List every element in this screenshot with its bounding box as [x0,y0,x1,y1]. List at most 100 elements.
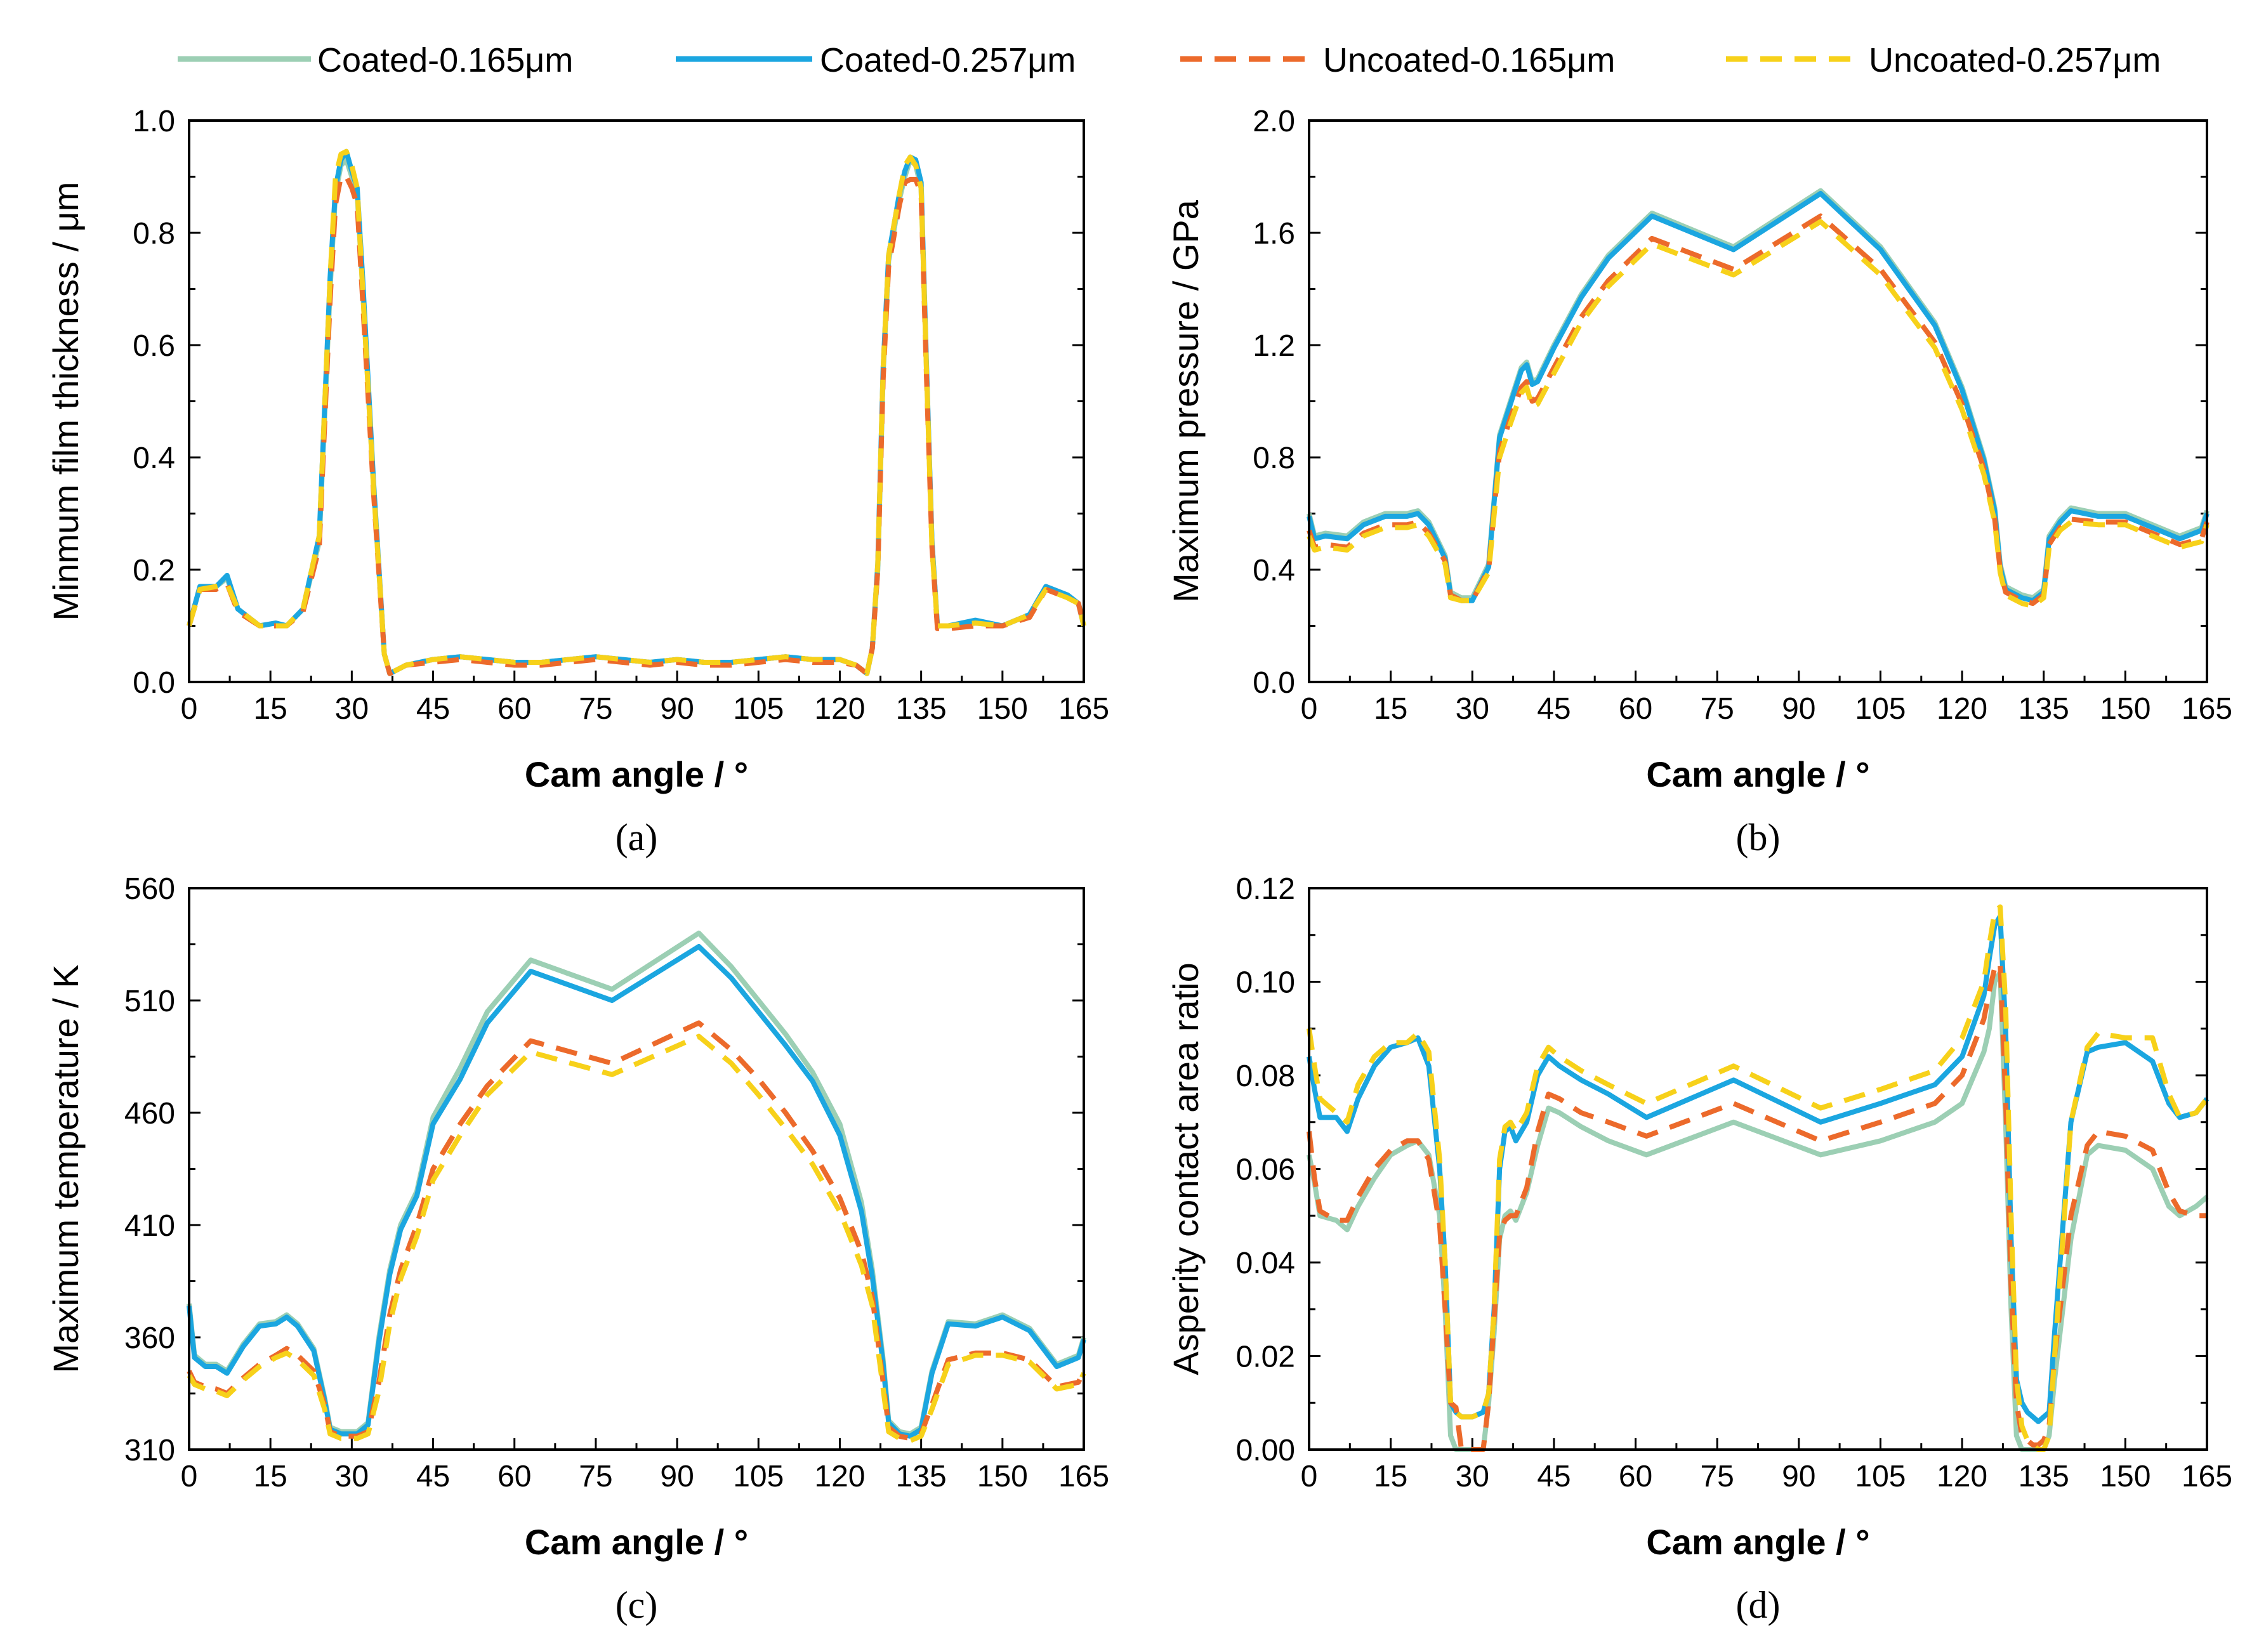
series-line-d-2 [1307,914,2210,1424]
chart-panel-b: 0 15 30 45 60 75 90 105 120 135 150 165 0.0 0.4 0.8 1.2… [1166,105,2232,858]
plot-frame-c [188,887,1085,1451]
series-c [187,930,1086,1443]
legend-label-uncoated-0257: Uncoated-0.257μm [1869,41,2161,79]
x-tick-label-a-90: 90 [660,692,694,726]
x-tick-label-b-90: 90 [1782,692,1815,726]
x-tick-label-d-135: 135 [2019,1460,2069,1493]
series-line-d-4 [1307,904,2210,1452]
y-tick-label-b-2: 0.8 [1253,442,1295,475]
axes-d: 0 15 30 45 60 75 90 105 120 135 150 165 0.00 0.02 0.04… [1236,872,2232,1493]
x-tick-label-a-30: 30 [335,692,369,726]
y-tick-label-d-4: 0.08 [1236,1059,1295,1093]
x-tick-label-b-150: 150 [2100,692,2150,726]
legend-label-coated-0165: Coated-0.165μm [317,41,573,79]
x-tick-label-c-135: 135 [896,1460,947,1493]
series-line-a-4 [187,148,1086,676]
y-tick-label-a-4: 0.8 [133,217,175,251]
series-line-c-4 [187,1033,1086,1443]
x-tick-label-b-165: 165 [2182,692,2232,726]
panel-label-a: (a) [616,816,658,858]
x-tick-label-a-60: 60 [497,692,531,726]
x-tick-label-a-150: 150 [977,692,1028,726]
y-tick-label-a-3: 0.6 [133,329,175,363]
x-tick-label-d-30: 30 [1456,1460,1489,1493]
x-tick-label-c-165: 165 [1058,1460,1109,1493]
x-tick-label-a-45: 45 [416,692,450,726]
x-tick-label-d-15: 15 [1374,1460,1407,1493]
x-tick-label-c-60: 60 [497,1460,531,1493]
x-tick-label-a-15: 15 [253,692,287,726]
y-tick-label-d-0: 0.00 [1236,1434,1295,1467]
legend-entry-coated-0165: Coated-0.165μm [178,41,573,79]
y-tick-label-a-0: 0.0 [133,666,175,700]
x-tick-label-b-75: 75 [1700,692,1734,726]
x-axis-title-d: Cam angle / ° [1646,1522,1869,1562]
x-tick-label-d-165: 165 [2182,1460,2232,1493]
x-tick-label-b-120: 120 [1937,692,1987,726]
x-tick-label-d-0: 0 [1301,1460,1318,1493]
legend-entry-coated-0257: Coated-0.257μm [676,41,1076,79]
y-tick-label-d-1: 0.02 [1236,1341,1295,1374]
x-tick-label-c-90: 90 [660,1460,694,1493]
chart-panel-a: 0 15 30 45 60 75 90 105 120 135 150 165 0.0 0.2 0.4 0.6… [46,105,1109,858]
y-tick-label-d-6: 0.12 [1236,872,1295,906]
series-line-a-2 [187,148,1086,676]
series-line-c-3 [187,1020,1086,1441]
axes-c: 0 15 30 45 60 75 90 105 120 135 150 165 310 360 410 460… [124,872,1109,1493]
legend-label-coated-0257: Coated-0.257μm [820,41,1076,79]
plot-frame-b [1308,119,2208,683]
y-tick-label-c-1: 360 [124,1321,175,1355]
x-tick-label-b-15: 15 [1374,692,1407,726]
y-tick-label-d-5: 0.10 [1236,966,1295,1000]
x-tick-label-d-45: 45 [1537,1460,1571,1493]
y-tick-label-b-5: 2.0 [1253,105,1295,138]
x-tick-label-b-0: 0 [1301,692,1318,726]
y-tick-label-b-3: 1.2 [1253,329,1295,363]
series-line-b-2 [1307,191,2210,603]
series-b [1307,188,2210,609]
y-tick-label-b-0: 0.0 [1253,666,1295,700]
legend-entry-uncoated-0257: Uncoated-0.257μm [1726,41,2161,79]
x-tick-label-c-150: 150 [977,1460,1028,1493]
series-line-b-3 [1307,213,2210,606]
x-tick-label-b-45: 45 [1537,692,1571,726]
y-axis-title-d: Asperity contact area ratio [1166,962,1206,1375]
legend: Coated-0.165μm Coated-0.257μm Uncoated-0… [178,41,2161,79]
axes-b: 0 15 30 45 60 75 90 105 120 135 150 165 0.0 0.4 0.8 1.2… [1253,105,2232,726]
panel-label-c: (c) [616,1584,658,1626]
x-tick-label-c-15: 15 [253,1460,287,1493]
x-tick-label-a-105: 105 [733,692,784,726]
y-axis-title-a: Minmum film thickness / μm [46,182,86,621]
x-tick-label-d-90: 90 [1782,1460,1815,1493]
x-axis-title-c: Cam angle / ° [525,1522,748,1562]
x-tick-label-b-135: 135 [2019,692,2069,726]
x-tick-label-a-75: 75 [579,692,612,726]
y-axis-title-c: Maximum temperature / K [46,964,86,1373]
chart-panel-d: 0 15 30 45 60 75 90 105 120 135 150 165 0.00 0.02 0.04… [1166,872,2232,1626]
y-tick-label-a-2: 0.4 [133,442,175,475]
y-tick-label-d-2: 0.04 [1236,1247,1295,1280]
y-tick-label-c-4: 510 [124,985,175,1018]
plot-frame-a [188,119,1085,683]
series-d [1307,904,2210,1452]
x-tick-label-c-0: 0 [181,1460,198,1493]
chart-panel-c: 0 15 30 45 60 75 90 105 120 135 150 165 310 360 410 460… [46,872,1109,1626]
legend-label-uncoated-0165: Uncoated-0.165μm [1323,41,1615,79]
y-tick-label-d-3: 0.06 [1236,1153,1295,1187]
y-tick-label-a-1: 0.2 [133,554,175,587]
panel-label-d: (d) [1736,1584,1781,1626]
x-tick-label-b-30: 30 [1456,692,1489,726]
x-tick-label-d-120: 120 [1937,1460,1987,1493]
y-tick-label-a-5: 1.0 [133,105,175,138]
x-tick-label-c-75: 75 [579,1460,612,1493]
y-tick-label-c-3: 460 [124,1097,175,1131]
x-axis-title-a: Cam angle / ° [525,754,748,794]
series-line-d-1 [1307,969,2209,1452]
y-tick-label-b-4: 1.6 [1253,217,1295,251]
y-tick-label-b-1: 0.4 [1253,554,1295,587]
x-axis-title-b: Cam angle / ° [1646,754,1869,794]
x-tick-label-a-135: 135 [896,692,947,726]
x-tick-label-c-120: 120 [814,1460,865,1493]
y-tick-label-c-5: 560 [124,872,175,906]
series-line-c-2 [187,944,1086,1439]
